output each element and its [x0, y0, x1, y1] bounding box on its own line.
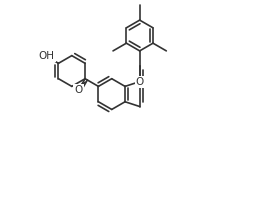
Text: OH: OH	[39, 51, 55, 61]
Text: O: O	[75, 85, 83, 95]
Text: O: O	[136, 77, 144, 87]
